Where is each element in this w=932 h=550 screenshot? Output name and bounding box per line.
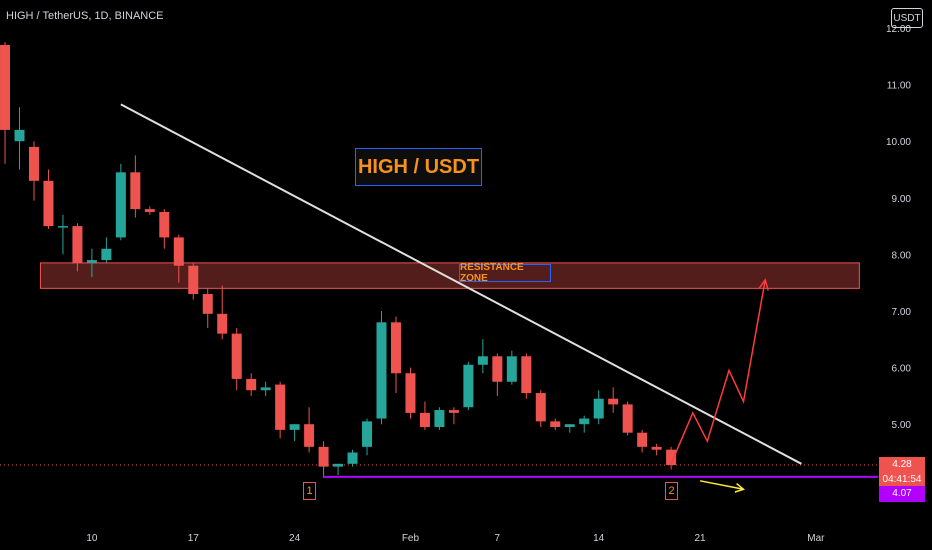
candle-body xyxy=(521,356,532,394)
candle-body xyxy=(144,209,155,212)
y-axis-tick-label: 12.00 xyxy=(886,24,911,35)
y-axis-tick-label: 5.00 xyxy=(892,420,912,431)
candle-body xyxy=(434,410,445,428)
candle-body xyxy=(593,398,604,419)
candle-body xyxy=(260,387,271,391)
x-axis-tick-label: Feb xyxy=(402,533,420,544)
x-axis-tick-label: 7 xyxy=(495,533,501,544)
marker-1: 1 xyxy=(303,481,317,500)
chart-title-annotation: HIGH / USDT xyxy=(355,148,482,186)
candle-body xyxy=(115,172,126,238)
candle-body xyxy=(651,446,662,450)
candle-body xyxy=(477,356,488,365)
candle-body xyxy=(130,172,141,210)
projection-arrowhead xyxy=(758,278,769,291)
candle-body xyxy=(564,424,575,428)
candle-body xyxy=(246,378,257,391)
down-arrow xyxy=(699,480,744,491)
resistance-zone-label: RESISTANCE ZONE xyxy=(459,262,551,284)
current-price-tag: 4.28 xyxy=(879,456,925,472)
x-axis-tick-label: 14 xyxy=(593,533,605,544)
marker-2: 2 xyxy=(665,481,679,500)
candle-body xyxy=(390,322,401,374)
candle-body xyxy=(72,226,83,263)
candle-countdown-tag: 04:41:54 xyxy=(879,471,925,487)
candle-body xyxy=(86,260,97,263)
candle-body xyxy=(159,211,170,238)
y-axis-tick-label: 7.00 xyxy=(892,307,912,318)
candle-body xyxy=(217,313,228,334)
candle-body xyxy=(347,452,358,464)
candle-body xyxy=(188,265,199,295)
candle-body xyxy=(28,146,39,181)
candle-body xyxy=(666,449,677,465)
candle-body xyxy=(275,384,286,430)
candle-body xyxy=(101,248,112,261)
descending-trendline xyxy=(120,103,802,465)
x-axis-tick-label: 10 xyxy=(86,533,98,544)
y-axis-tick-label: 10.00 xyxy=(886,137,911,148)
projection-path xyxy=(670,279,766,465)
candle-body xyxy=(579,418,590,425)
candle-body xyxy=(405,373,416,413)
candle-body xyxy=(535,393,546,422)
symbol-label: HIGH / TetherUS, 1D, BINANCE xyxy=(6,10,164,22)
candle-body xyxy=(550,421,561,428)
candle-body xyxy=(622,404,633,433)
candle-body xyxy=(304,424,315,447)
y-axis-tick-label: 11.00 xyxy=(887,81,912,92)
candle-body xyxy=(0,44,11,130)
candle-body xyxy=(506,356,517,382)
unit-badge[interactable]: USDT xyxy=(891,8,923,28)
candle-body xyxy=(376,322,387,419)
y-axis-tick-label: 6.00 xyxy=(892,364,912,375)
candle-body xyxy=(492,356,503,382)
candle-body xyxy=(448,410,459,413)
y-axis-tick-label: 8.00 xyxy=(892,250,912,261)
candle-body xyxy=(362,421,373,447)
candle-body xyxy=(419,412,430,428)
candle-body xyxy=(637,432,648,447)
resistance-zone xyxy=(39,262,860,289)
down-arrowhead xyxy=(734,482,746,493)
candle-body xyxy=(14,129,25,142)
candle-body xyxy=(318,446,329,467)
candle-body xyxy=(289,424,300,430)
y-axis-tick-label: 9.00 xyxy=(892,194,912,205)
candle-body xyxy=(333,463,344,467)
candle-body xyxy=(202,294,213,314)
candle-body xyxy=(57,226,68,228)
x-axis-tick-label: 21 xyxy=(694,533,706,544)
x-axis-tick-label: Mar xyxy=(807,533,825,544)
candle-body xyxy=(43,180,54,227)
candle-body xyxy=(231,333,242,379)
candle-body xyxy=(463,364,474,408)
candle-body xyxy=(608,398,619,405)
x-axis-tick-label: 24 xyxy=(289,533,301,544)
candle-body xyxy=(173,237,184,266)
support-price-tag: 4.07 xyxy=(879,485,925,502)
x-axis-tick-label: 17 xyxy=(188,533,200,544)
